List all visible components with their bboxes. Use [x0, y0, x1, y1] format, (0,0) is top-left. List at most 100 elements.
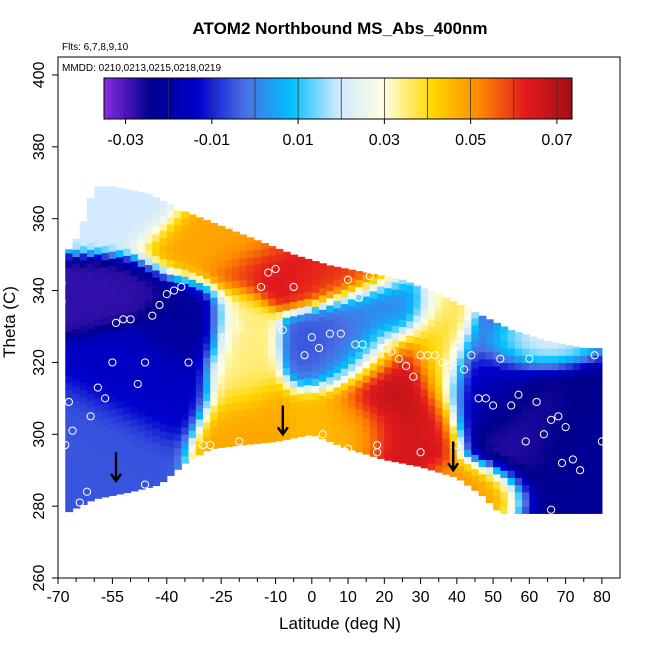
heatmap-cell	[210, 304, 219, 313]
heatmap-cell	[159, 380, 168, 389]
heatmap-cell	[420, 431, 429, 440]
colorbar-segment	[193, 78, 199, 119]
heatmap-cell	[101, 460, 110, 469]
heatmap-cell	[543, 491, 552, 500]
heatmap-cell	[79, 260, 88, 268]
heatmap-cell	[406, 299, 414, 307]
heatmap-cell	[253, 306, 262, 315]
colorbar-segment	[419, 78, 425, 119]
heatmap-cell	[580, 491, 588, 500]
heatmap-cell	[130, 454, 139, 463]
heatmap-cell	[94, 383, 103, 392]
heatmap-cell	[137, 237, 146, 246]
heatmap-cell	[145, 401, 153, 409]
heatmap-cell	[224, 381, 233, 390]
heatmap-cell	[558, 398, 567, 407]
heatmap-cell	[348, 413, 356, 422]
heatmap-cell	[391, 440, 400, 448]
heatmap-cell	[123, 212, 132, 221]
heatmap-cell	[478, 445, 487, 453]
heatmap-cell	[72, 328, 81, 337]
x-tick-label: 70	[557, 589, 575, 606]
heatmap-cell	[174, 267, 182, 276]
heatmap-cell	[87, 486, 95, 495]
heatmap-cell	[130, 440, 139, 449]
heatmap-cell	[268, 283, 277, 292]
heatmap-cell	[239, 286, 248, 295]
heatmap-cell	[529, 391, 538, 399]
heatmap-cell	[188, 272, 197, 280]
heatmap-cell	[333, 429, 342, 438]
heatmap-cell	[116, 271, 124, 279]
heatmap-cell	[355, 351, 364, 360]
x-tick-label: 40	[448, 589, 466, 606]
heatmap-cell	[471, 425, 480, 434]
heatmap-cell	[181, 348, 190, 356]
heatmap-cell	[543, 498, 552, 507]
heatmap-cell	[275, 304, 284, 312]
heatmap-cell	[420, 388, 429, 397]
heatmap-cell	[246, 343, 255, 352]
heatmap-cell	[79, 310, 88, 319]
heatmap-cell	[514, 498, 523, 507]
colorbar-segment	[439, 78, 444, 119]
heatmap-cell	[94, 261, 103, 269]
heatmap-cell	[268, 369, 277, 378]
heatmap-cell	[427, 376, 436, 385]
colorbar-segment	[224, 78, 230, 119]
colorbar-segment	[213, 78, 218, 119]
heatmap-cell	[529, 427, 538, 435]
heatmap-cell	[326, 355, 335, 364]
heatmap-cell	[137, 273, 146, 282]
heatmap-cell	[464, 362, 472, 371]
heatmap-cell	[369, 298, 378, 306]
heatmap-cell	[471, 360, 480, 369]
heatmap-cell	[435, 428, 443, 437]
heatmap-cell	[319, 302, 327, 310]
observation-point	[61, 440, 70, 450]
heatmap-cell	[297, 422, 306, 430]
heatmap-cell	[195, 289, 204, 298]
heatmap-cell	[94, 289, 103, 298]
heatmap-cell	[311, 335, 320, 343]
heatmap-cell	[72, 493, 81, 502]
heatmap-cell	[123, 189, 132, 192]
heatmap-cell	[79, 461, 88, 470]
heatmap-cell	[166, 317, 175, 326]
heatmap-cell	[340, 268, 349, 276]
heatmap-cell	[362, 310, 371, 319]
heatmap-cell	[137, 345, 146, 354]
heatmap-cell	[166, 360, 175, 369]
heatmap-cell	[130, 390, 139, 399]
heatmap-cell	[522, 484, 530, 493]
heatmap-cell	[232, 287, 240, 296]
colorbar-segment	[486, 78, 491, 119]
heatmap-cell	[268, 341, 277, 349]
heatmap-cell	[558, 498, 567, 507]
heatmap-cell	[507, 463, 516, 471]
heatmap-cell	[406, 457, 414, 466]
heatmap-cell	[239, 329, 248, 338]
heatmap-cell	[529, 369, 538, 378]
heatmap-cell	[348, 399, 356, 408]
heatmap-cell	[543, 405, 552, 414]
heatmap-cell	[217, 282, 226, 290]
colorbar-segment	[552, 78, 557, 119]
heatmap-cell	[319, 352, 327, 361]
heatmap-cell	[166, 432, 175, 441]
heatmap-cell	[514, 477, 523, 486]
heatmap-cell	[108, 387, 117, 396]
heatmap-cell	[203, 321, 211, 330]
heatmap-cell	[522, 470, 530, 478]
heatmap-cell	[65, 396, 74, 405]
heatmap-cell	[217, 253, 226, 262]
heatmap-cell	[326, 398, 335, 407]
x-tick-label: 50	[484, 589, 502, 606]
heatmap-cell	[558, 427, 567, 435]
heatmap-cell	[427, 426, 436, 435]
heatmap-cell	[108, 330, 117, 338]
heatmap-cell	[485, 319, 494, 324]
heatmap-cell	[137, 366, 146, 375]
heatmap-cell	[427, 448, 436, 457]
heatmap-cell	[94, 210, 103, 219]
